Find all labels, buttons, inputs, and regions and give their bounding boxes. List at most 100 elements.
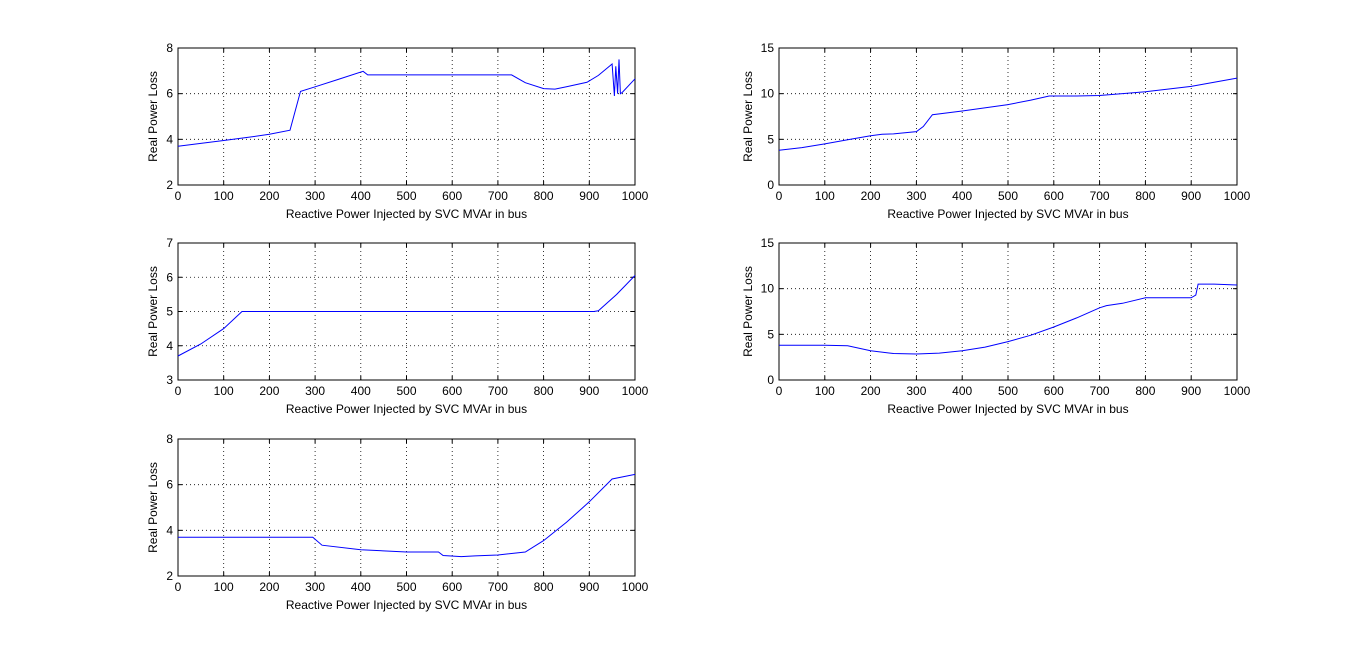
series-line <box>177 59 636 147</box>
y-tick-label: 2 <box>166 178 173 192</box>
series-line <box>178 473 636 558</box>
y-tick-label: 8 <box>166 41 173 55</box>
x-tick-label: 300 <box>305 384 325 398</box>
x-tick-label: 0 <box>175 580 182 594</box>
x-tick-label: 100 <box>214 580 234 594</box>
x-tick-label: 400 <box>351 189 371 203</box>
subplot-4: Real Power Loss Reactive Power Injected … <box>741 236 1251 416</box>
axes-box <box>177 438 636 577</box>
x-tick-label: 900 <box>579 580 599 594</box>
axes-box <box>778 242 1238 381</box>
x-tick-label: 200 <box>259 580 279 594</box>
x-tick-label: 300 <box>906 384 926 398</box>
x-tick-label: 600 <box>442 580 462 594</box>
x-tick-label: 800 <box>534 384 554 398</box>
y-tick-label: 4 <box>166 523 173 537</box>
x-tick-label: 900 <box>579 189 599 203</box>
y-tick-label: 15 <box>761 41 775 55</box>
y-axis-label: Real Power Loss <box>146 71 160 162</box>
y-axis-label: Real Power Loss <box>146 266 160 357</box>
y-tick-label: 5 <box>767 327 774 341</box>
y-tick-label: 15 <box>761 236 775 250</box>
subplot-2: Real Power Loss Reactive Power Injected … <box>741 41 1251 221</box>
x-tick-label: 600 <box>442 189 462 203</box>
y-tick-label: 2 <box>166 569 173 583</box>
x-tick-label: 100 <box>214 189 234 203</box>
x-tick-label: 800 <box>1135 189 1155 203</box>
x-tick-label: 600 <box>442 384 462 398</box>
x-tick-label: 900 <box>1181 189 1201 203</box>
y-tick-label: 6 <box>166 87 173 101</box>
x-tick-label: 1000 <box>622 189 649 203</box>
y-tick-label: 7 <box>166 236 173 250</box>
y-axis-label: Real Power Loss <box>741 71 755 162</box>
x-axis-label: Reactive Power Injected by SVC MVAr in b… <box>286 207 527 221</box>
x-tick-label: 100 <box>815 189 835 203</box>
x-tick-label: 100 <box>815 384 835 398</box>
axes-box <box>177 242 636 381</box>
x-tick-label: 200 <box>259 384 279 398</box>
x-tick-label: 1000 <box>622 580 649 594</box>
x-tick-label: 700 <box>488 189 508 203</box>
x-tick-label: 800 <box>534 580 554 594</box>
x-tick-label: 400 <box>351 580 371 594</box>
y-tick-label: 0 <box>767 373 774 387</box>
x-tick-label: 900 <box>1181 384 1201 398</box>
y-tick-label: 3 <box>166 373 173 387</box>
x-tick-label: 100 <box>214 384 234 398</box>
y-tick-label: 6 <box>166 478 173 492</box>
x-tick-label: 700 <box>1090 384 1110 398</box>
x-tick-label: 500 <box>396 189 416 203</box>
x-tick-label: 600 <box>1044 189 1064 203</box>
y-tick-label: 4 <box>166 339 173 353</box>
x-axis-label: Reactive Power Injected by SVC MVAr in b… <box>887 207 1128 221</box>
x-tick-label: 300 <box>305 189 325 203</box>
x-tick-label: 400 <box>952 384 972 398</box>
x-axis-label: Reactive Power Injected by SVC MVAr in b… <box>286 598 527 612</box>
x-tick-label: 300 <box>906 189 926 203</box>
x-tick-label: 500 <box>396 384 416 398</box>
x-tick-label: 700 <box>488 580 508 594</box>
x-axis-label: Reactive Power Injected by SVC MVAr in b… <box>286 402 527 416</box>
series-line <box>177 275 636 357</box>
x-tick-label: 0 <box>776 384 783 398</box>
x-tick-label: 200 <box>861 189 881 203</box>
x-tick-label: 500 <box>998 189 1018 203</box>
x-tick-label: 0 <box>175 189 182 203</box>
x-tick-label: 1000 <box>622 384 649 398</box>
x-tick-label: 1000 <box>1224 189 1251 203</box>
x-tick-label: 500 <box>396 580 416 594</box>
y-tick-label: 10 <box>761 87 775 101</box>
x-tick-label: 900 <box>579 384 599 398</box>
x-tick-label: 600 <box>1044 384 1064 398</box>
axes-box <box>778 47 1238 186</box>
x-tick-label: 300 <box>305 580 325 594</box>
series-line <box>779 283 1238 355</box>
y-tick-label: 8 <box>166 432 173 446</box>
y-tick-label: 6 <box>166 270 173 284</box>
x-tick-label: 0 <box>776 189 783 203</box>
y-tick-label: 10 <box>761 282 775 296</box>
subplot-1: Real Power Loss Reactive Power Injected … <box>146 41 649 221</box>
y-tick-label: 0 <box>767 178 774 192</box>
x-tick-label: 700 <box>1090 189 1110 203</box>
axes-box <box>177 47 636 186</box>
x-tick-label: 700 <box>488 384 508 398</box>
x-tick-label: 500 <box>998 384 1018 398</box>
x-tick-label: 200 <box>259 189 279 203</box>
x-tick-label: 800 <box>1135 384 1155 398</box>
y-axis-label: Real Power Loss <box>741 266 755 357</box>
series-line <box>778 77 1238 151</box>
x-tick-label: 800 <box>534 189 554 203</box>
x-tick-label: 200 <box>861 384 881 398</box>
y-tick-label: 4 <box>166 132 173 146</box>
x-tick-label: 0 <box>175 384 182 398</box>
y-tick-label: 5 <box>767 132 774 146</box>
x-tick-label: 1000 <box>1224 384 1251 398</box>
x-axis-label: Reactive Power Injected by SVC MVAr in b… <box>887 402 1128 416</box>
subplot-3: Real Power Loss Reactive Power Injected … <box>146 236 649 416</box>
x-tick-label: 400 <box>351 384 371 398</box>
subplot-5: Real Power Loss Reactive Power Injected … <box>146 432 649 612</box>
